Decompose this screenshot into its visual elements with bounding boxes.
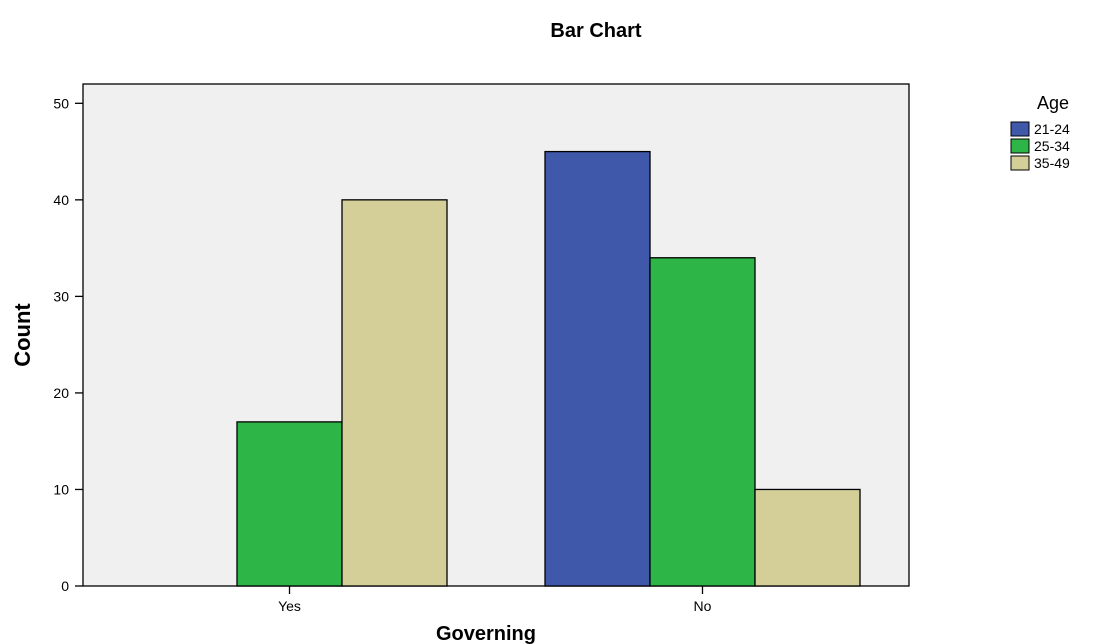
- y-tick-label: 50: [53, 95, 69, 111]
- y-tick-label: 0: [61, 578, 69, 594]
- legend-label-21-24: 21-24: [1034, 121, 1070, 137]
- legend-label-25-34: 25-34: [1034, 138, 1070, 154]
- legend-title: Age: [1037, 93, 1069, 113]
- bar-no-21-24: [544, 150, 651, 587]
- y-tick-label: 30: [53, 288, 69, 304]
- bar-no-25-34: [649, 257, 756, 587]
- bar-yes-35-49: [341, 199, 448, 587]
- bars-group: [236, 150, 861, 587]
- y-axis-label: Count: [10, 303, 35, 367]
- bar-no-35-49: [754, 488, 861, 587]
- x-axis-label: Governing: [436, 623, 536, 644]
- y-axis: 0 10 20 30 40 50: [53, 95, 83, 594]
- legend-swatch-21-24: [1010, 121, 1030, 137]
- x-axis: Yes No: [278, 586, 712, 614]
- y-tick-label: 20: [53, 385, 69, 401]
- chart-title: Bar Chart: [550, 20, 641, 42]
- legend-swatch-35-49: [1010, 155, 1030, 171]
- y-tick-label: 40: [53, 192, 69, 208]
- legend-label-35-49: 35-49: [1034, 155, 1070, 171]
- bar-yes-25-34: [236, 421, 343, 587]
- legend-swatch-25-34: [1010, 138, 1030, 154]
- y-tick-label: 10: [53, 481, 69, 497]
- x-tick-label: Yes: [278, 598, 301, 614]
- x-tick-label: No: [694, 598, 712, 614]
